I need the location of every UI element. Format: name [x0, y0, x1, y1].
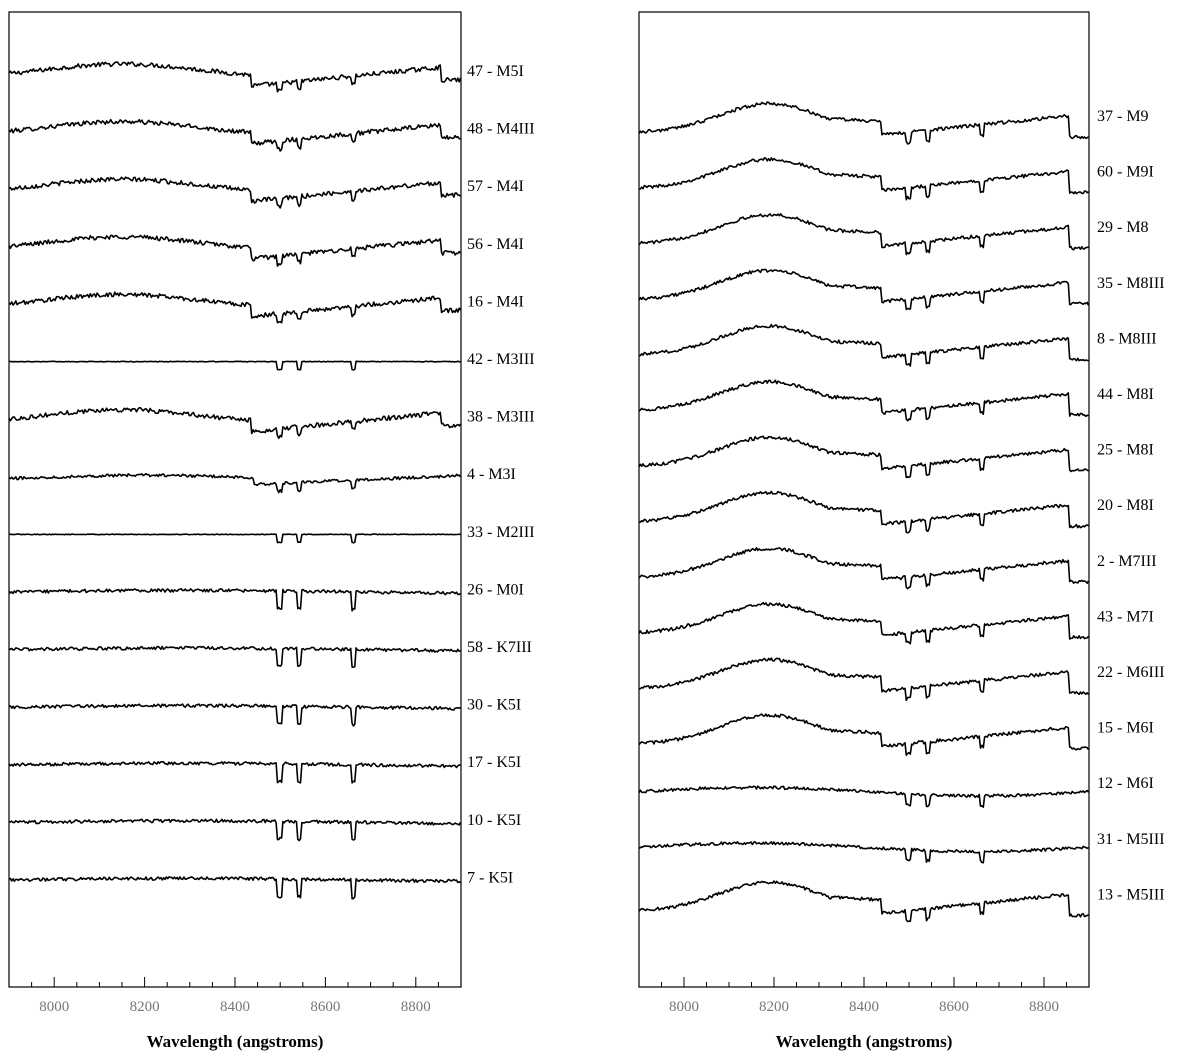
spectrum-line [8, 703, 461, 727]
spectrum-label: 42 - M3III [467, 351, 535, 368]
spectrum-label: 12 - M6I [1097, 775, 1154, 792]
spectrum-label: 22 - M6III [1097, 664, 1165, 681]
spectrum-line [638, 841, 1089, 864]
spectrum-label: 2 - M7III [1097, 553, 1157, 570]
spectrum-line [9, 533, 461, 544]
x-tick-label: 8200 [130, 999, 160, 1015]
spectrum-label: 35 - M8III [1097, 275, 1165, 292]
spectrum-line [638, 713, 1090, 756]
x-axis-label: Wavelength (angstroms) [147, 1032, 324, 1051]
spectrum-line [638, 601, 1090, 645]
spectrum-label: 57 - M4I [467, 178, 524, 195]
x-tick-label: 8600 [939, 999, 969, 1015]
left-plot-frame [8, 11, 462, 988]
x-axis-label: Wavelength (angstroms) [776, 1032, 953, 1051]
spectrum-line [638, 435, 1089, 479]
spectrum-label: 60 - M9I [1097, 164, 1154, 181]
spectrum-line [8, 234, 462, 267]
x-tick-label: 8800 [1029, 999, 1059, 1015]
spectrum-label: 26 - M0I [467, 581, 524, 598]
spectrum-line [638, 213, 1089, 256]
spectrum-line [638, 547, 1090, 590]
spectrum-label: 4 - M3I [467, 466, 516, 483]
x-tick-label: 8000 [39, 999, 69, 1015]
spectrum-line [8, 588, 461, 612]
spectrum-line [8, 473, 462, 494]
spectrum-label: 33 - M2III [467, 524, 535, 541]
spectrum-line [8, 61, 462, 93]
spectrum-label: 15 - M6I [1097, 720, 1154, 737]
spectrum-line [8, 176, 462, 209]
spectrum-line [638, 157, 1089, 201]
spectrum-label: 31 - M5III [1097, 831, 1165, 848]
x-tick-label: 8400 [849, 999, 879, 1015]
right-spectra-panel: 37 - M9 60 - M9I 29 - M8 35 - M8III 8 - M8II… [638, 11, 1165, 1051]
spectrum-label: 56 - M4I [467, 236, 524, 253]
spectrum-label: 38 - M3III [467, 409, 535, 426]
spectrum-label: 44 - M8I [1097, 386, 1154, 403]
spectrum-label: 7 - K5I [467, 869, 513, 886]
spectrum-line [8, 760, 461, 784]
spectrum-label: 17 - K5I [467, 754, 521, 771]
spectrum-line [638, 657, 1090, 702]
x-tick-label: 8800 [401, 999, 431, 1015]
spectrum-line [638, 379, 1089, 422]
spectrum-label: 30 - K5I [467, 697, 521, 714]
x-tick-label: 8000 [669, 999, 699, 1015]
spectrum-line [8, 407, 462, 440]
spectrum-line [638, 785, 1090, 808]
spectrum-label: 20 - M8I [1097, 497, 1154, 514]
x-tick-label: 8400 [220, 999, 250, 1015]
spectrum-label: 13 - M5III [1097, 886, 1165, 903]
spectrum-label: 29 - M8 [1097, 219, 1149, 236]
left-spectra-panel: 47 - M5I 48 - M4III 57 - M4I 56 - M4I 16 - M… [8, 11, 535, 1051]
spectrum-line [638, 490, 1089, 534]
spectrum-label: 48 - M4III [467, 121, 535, 138]
spectrum-line [638, 268, 1090, 311]
spectrum-label: 16 - M4I [467, 293, 524, 310]
spectrum-line [638, 101, 1090, 145]
spectrum-label: 47 - M5I [467, 63, 524, 80]
spectrum-label: 10 - K5I [467, 812, 521, 829]
spectrum-label: 43 - M7I [1097, 608, 1154, 625]
spectrum-line [8, 818, 462, 842]
x-tick-label: 8600 [310, 999, 340, 1015]
spectrum-label: 25 - M8I [1097, 442, 1154, 459]
right-plot-frame [638, 11, 1090, 988]
spectrum-line [8, 118, 461, 152]
spectrum-label: 37 - M9 [1097, 108, 1149, 125]
spectrum-line [638, 323, 1089, 367]
spectrum-line [8, 645, 461, 668]
spectrum-line [8, 876, 461, 900]
spectrum-label: 8 - M8III [1097, 330, 1157, 347]
spectrum-line [8, 360, 461, 371]
spectrum-line [638, 880, 1089, 923]
spectrum-line [8, 291, 462, 324]
spectrum-label: 58 - K7III [467, 639, 532, 656]
x-tick-label: 8200 [759, 999, 789, 1015]
